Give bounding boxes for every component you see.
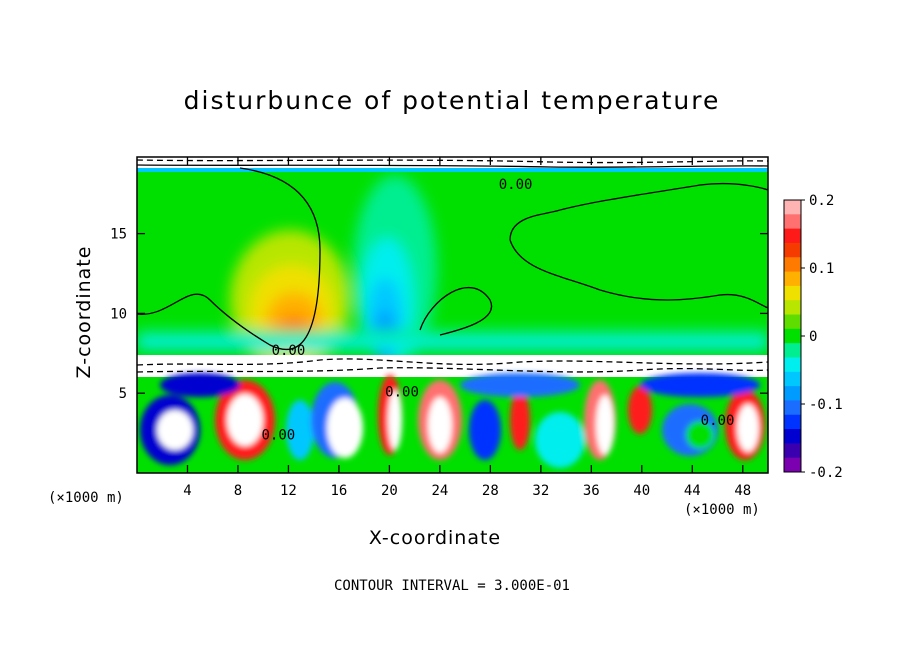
colorbar-tick-label: -0.1	[809, 397, 843, 413]
contour-label: 0.00	[272, 343, 306, 359]
contour-label: 0.00	[499, 177, 533, 193]
y-tick-label: 10	[110, 306, 127, 322]
plot-frame	[136, 156, 769, 474]
colorbar-swatch	[784, 328, 801, 344]
y-tick-label: 15	[110, 227, 127, 243]
colorbar-swatch	[784, 200, 801, 215]
colorbar-swatch	[784, 414, 801, 430]
colorbar-tick-label: 0.1	[809, 261, 834, 277]
y-axis-ticks: 5 10 15	[110, 227, 768, 402]
x-tick-label: 16	[330, 483, 347, 499]
colorbar-swatch	[784, 371, 801, 387]
contour-labels: 0.00 0.00 0.00 0.00 0.00	[261, 177, 734, 444]
colorbar-swatch	[784, 443, 801, 459]
x-axis-ticks: 4 8 12 16 20 24 28 32 36 40 44 48	[183, 157, 751, 499]
x-tick-label: 24	[431, 483, 448, 499]
colorbar-swatch	[784, 457, 801, 473]
x-tick-label: 28	[482, 483, 499, 499]
colorbar-swatch	[784, 343, 801, 358]
colorbar-swatch	[784, 257, 801, 273]
colorbar-swatch	[784, 314, 801, 330]
x-tick-label: 8	[234, 483, 242, 499]
contour-label: 0.00	[701, 413, 735, 429]
colorbar-swatch	[784, 357, 801, 373]
contour-label: 0.00	[261, 427, 295, 443]
colorbar-swatch	[784, 400, 801, 416]
colorbar-swatch	[784, 386, 801, 401]
x-tick-label: 44	[684, 483, 701, 499]
colorbar-swatch	[784, 214, 801, 230]
colorbar-swatch	[784, 271, 801, 287]
colorbar-swatch	[784, 300, 801, 316]
x-unit-left: (×1000 m)	[48, 490, 124, 506]
x-tick-label: 12	[280, 483, 297, 499]
colorbar: 0.2 0.1 0 -0.1 -0.2	[783, 193, 843, 481]
contour-lines	[137, 159, 768, 373]
colorbar-swatch	[784, 429, 801, 444]
x-tick-label: 48	[734, 483, 751, 499]
y-tick-label: 5	[119, 386, 127, 402]
colorbar-swatch	[784, 285, 801, 301]
x-tick-label: 36	[583, 483, 600, 499]
top-band-edge	[137, 168, 768, 172]
lower-layer-blobs	[140, 373, 765, 468]
contour-interval-note: CONTOUR INTERVAL = 3.000E-01	[333, 578, 570, 594]
x-tick-label: 32	[532, 483, 549, 499]
x-axis-label: X-coordinate	[368, 527, 502, 549]
x-tick-label: 4	[183, 483, 191, 499]
colorbar-swatch	[784, 228, 801, 244]
chart-title: disturbunce of potential temperature	[183, 86, 721, 115]
colorbar-tick-label: 0	[809, 329, 817, 345]
x-tick-label: 40	[633, 483, 650, 499]
heatmap-field	[137, 157, 768, 473]
x-tick-label: 20	[381, 483, 398, 499]
colorbar-tick-label: -0.2	[809, 465, 843, 481]
colorbar-swatch	[784, 242, 801, 258]
colorbar-tick-label: 0.2	[809, 193, 834, 209]
inversion-layer	[137, 355, 768, 377]
contour-label: 0.00	[385, 384, 419, 400]
x-unit-right: (×1000 m)	[684, 502, 760, 518]
